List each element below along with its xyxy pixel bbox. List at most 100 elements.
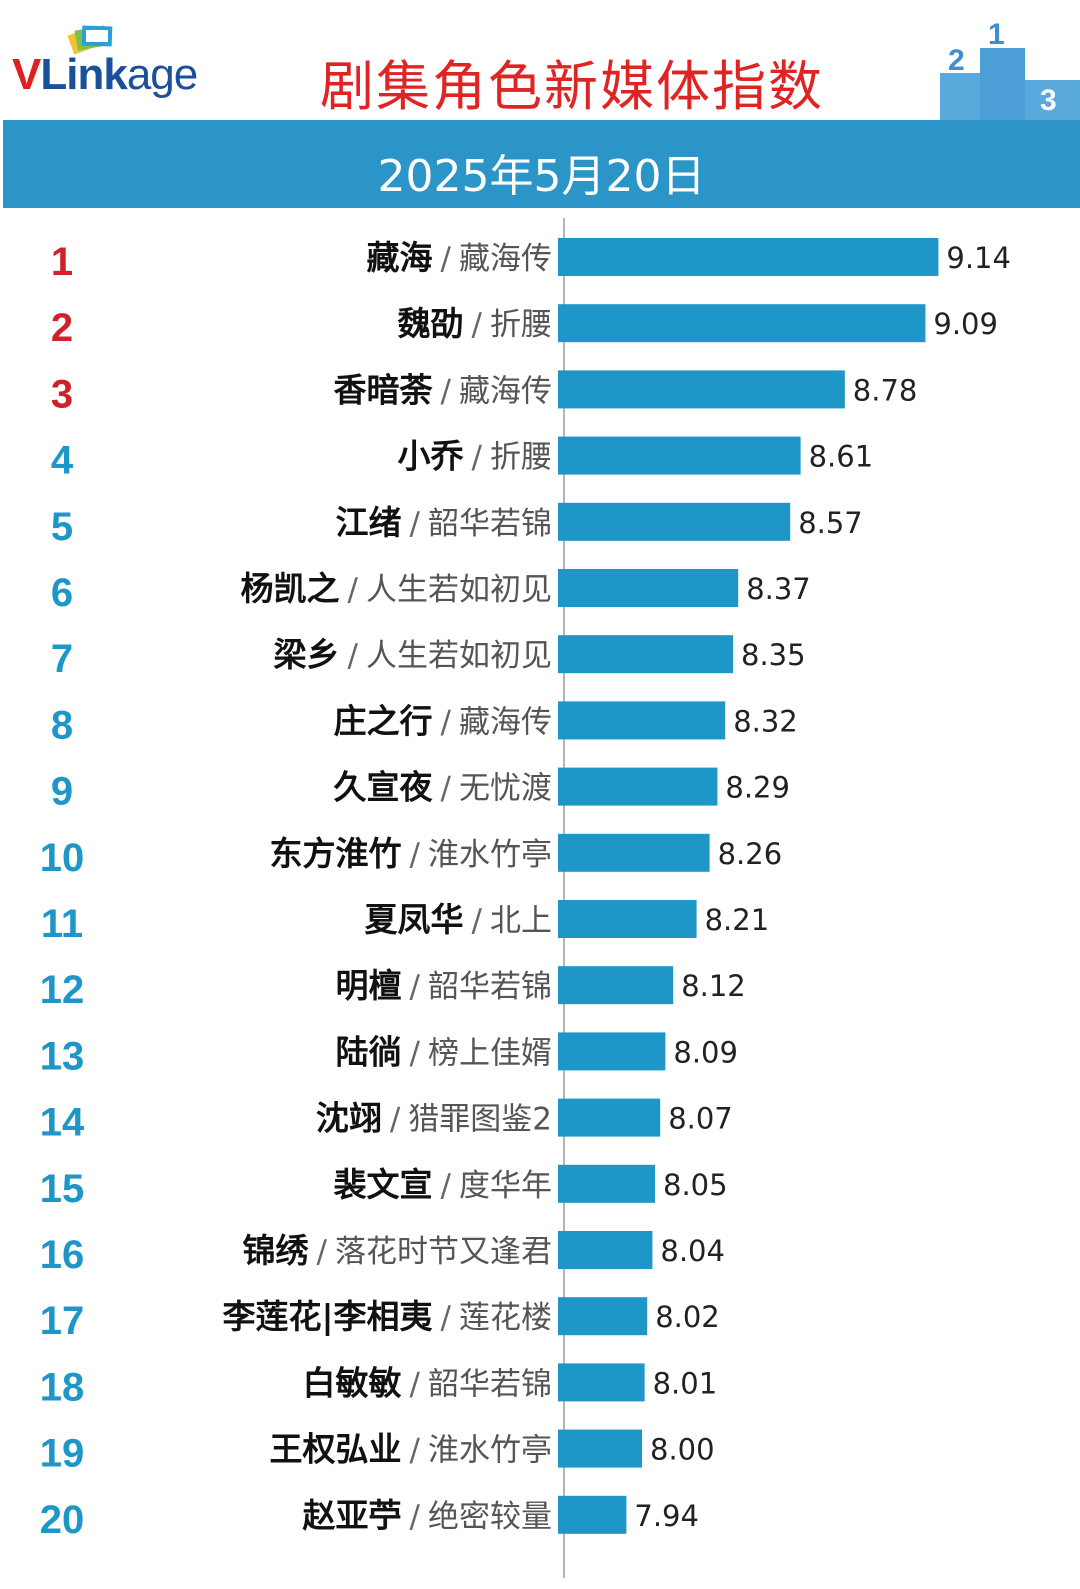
- date-label: 2025年5月20日: [377, 151, 706, 202]
- vlinkage-logo: VLinkage: [12, 20, 242, 110]
- value-label: 8.07: [668, 1102, 733, 1136]
- show-label: 韶华若锦: [428, 506, 552, 542]
- show-label: 猎罪图鉴2: [408, 1102, 552, 1138]
- bar-row: 20 绝密较量/赵亚苧 7.94: [40, 1495, 699, 1542]
- value-label: 8.21: [705, 903, 770, 937]
- separator-slash: /: [441, 241, 452, 277]
- character-name: 杨凯之: [241, 569, 340, 608]
- value-label: 8.35: [741, 638, 806, 672]
- separator-slash: /: [410, 506, 421, 542]
- value-label: 9.14: [946, 241, 1011, 275]
- bar-row: 17 莲花楼/李莲花|李相夷 8.02: [40, 1297, 720, 1343]
- bar-row: 3 藏海传/香暗荼 8.78: [51, 370, 917, 416]
- value-label: 9.09: [933, 307, 998, 341]
- bar: [558, 1164, 655, 1203]
- show-label: 藏海传: [459, 373, 552, 409]
- bar: [558, 635, 733, 674]
- bar: [558, 1297, 648, 1336]
- character-name: 王权弘业: [270, 1430, 402, 1469]
- separator-slash: /: [441, 1300, 452, 1336]
- character-name: 明檀: [336, 966, 402, 1005]
- character-name: 梁乡: [274, 635, 340, 674]
- value-label: 8.00: [650, 1433, 715, 1467]
- value-label: 8.61: [809, 440, 874, 474]
- bar-row: 2 折腰/魏劭 9.09: [51, 304, 998, 350]
- rank-label: 16: [40, 1233, 85, 1277]
- cards-logo-icon: [67, 25, 113, 55]
- separator-slash: /: [410, 969, 421, 1005]
- character-name: 庄之行: [334, 701, 433, 740]
- rank-label: 18: [40, 1365, 85, 1409]
- show-label: 榜上佳婿: [428, 1035, 552, 1071]
- bar: [558, 1363, 645, 1402]
- bar: [558, 502, 791, 541]
- value-label: 8.09: [673, 1035, 738, 1069]
- rank-label: 11: [41, 902, 83, 946]
- svg-text:2: 2: [948, 44, 965, 77]
- value-label: 8.29: [725, 771, 790, 805]
- separator-slash: /: [348, 638, 359, 674]
- rank-label: 13: [40, 1034, 85, 1078]
- date-banner: 2025年5月20日: [3, 120, 1080, 208]
- bar-row: 6 人生若如初见/杨凯之 8.37: [51, 569, 811, 615]
- bar: [558, 436, 801, 475]
- show-label: 无忧渡: [459, 771, 552, 807]
- character-name: 魏劭: [398, 304, 464, 343]
- bar: [558, 966, 674, 1005]
- character-name: 夏凤华: [365, 900, 464, 939]
- value-label: 8.57: [798, 506, 863, 540]
- bar-row: 9 无忧渡/久宣夜 8.29: [51, 767, 790, 814]
- rank-label: 15: [40, 1167, 85, 1211]
- separator-slash: /: [441, 704, 452, 740]
- separator-slash: /: [441, 771, 452, 807]
- value-label: 8.01: [653, 1366, 718, 1400]
- bar-row: 10 淮水竹亭/东方淮竹 8.26: [40, 833, 782, 880]
- character-name: 藏海: [367, 238, 433, 277]
- character-name: 久宣夜: [334, 768, 434, 807]
- bar: [558, 304, 926, 343]
- bar: [558, 900, 697, 938]
- svg-text:1: 1: [988, 18, 1005, 51]
- separator-slash: /: [410, 1433, 421, 1469]
- rank-label: 20: [40, 1498, 85, 1542]
- bar: [558, 370, 845, 409]
- bar: [558, 767, 718, 806]
- character-name: 裴文宣: [334, 1165, 433, 1204]
- separator-slash: /: [410, 837, 421, 873]
- rank-label: 2: [51, 306, 73, 350]
- bar-row: 14 猎罪图鉴2/沈翊 8.07: [40, 1098, 733, 1145]
- bar-row: 12 韶华若锦/明檀 8.12: [40, 966, 746, 1012]
- value-label: 8.02: [655, 1300, 720, 1334]
- header: VLinkage 剧集角色新媒体指数 2 1 3: [0, 0, 1080, 120]
- bar-row: 5 韶华若锦/江绪 8.57: [51, 502, 863, 549]
- rank-label: 17: [40, 1299, 85, 1343]
- separator-slash: /: [472, 903, 483, 939]
- bar-row: 15 度华年/裴文宣 8.05: [40, 1164, 728, 1211]
- value-label: 8.37: [746, 572, 811, 606]
- show-label: 绝密较量: [428, 1499, 552, 1535]
- logo-text-v: V: [12, 50, 41, 99]
- value-label: 8.04: [660, 1234, 725, 1268]
- bar-row: 18 韶华若锦/白敏敏 8.01: [40, 1363, 717, 1409]
- show-label: 落花时节又逢君: [335, 1234, 552, 1270]
- separator-slash: /: [472, 307, 483, 343]
- logo-text-link: Link: [40, 50, 127, 99]
- separator-slash: /: [410, 1366, 421, 1402]
- rank-label: 10: [40, 836, 85, 880]
- show-label: 人生若如初见: [366, 638, 552, 674]
- bar: [558, 1495, 627, 1534]
- rank-label: 19: [40, 1432, 85, 1476]
- separator-slash: /: [410, 1035, 421, 1071]
- bar: [558, 1429, 642, 1468]
- show-label: 人生若如初见: [366, 572, 552, 608]
- show-label: 折腰: [490, 307, 552, 343]
- show-label: 淮水竹亭: [428, 837, 552, 873]
- character-name: 小乔: [398, 437, 465, 476]
- bar: [558, 1231, 653, 1269]
- bar-row: 4 折腰/小乔 8.61: [51, 436, 874, 483]
- bar: [558, 1032, 666, 1071]
- bar: [558, 701, 726, 740]
- bar-row: 8 藏海传/庄之行 8.32: [51, 701, 798, 747]
- character-name: 赵亚苧: [303, 1496, 402, 1535]
- show-label: 藏海传: [459, 704, 552, 740]
